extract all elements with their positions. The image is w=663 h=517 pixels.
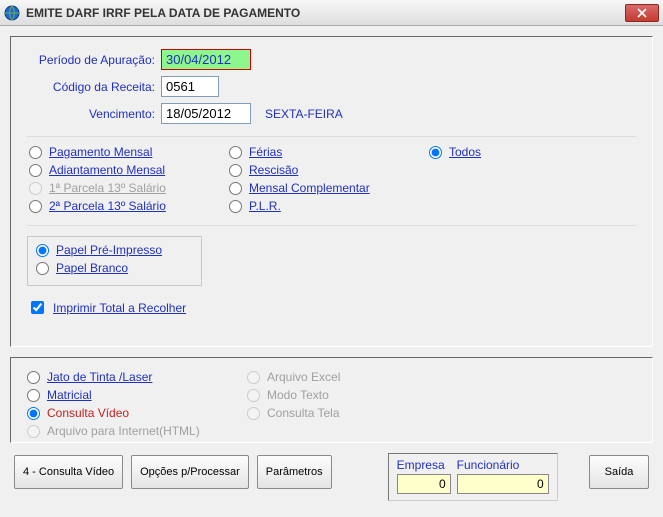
saida-button[interactable]: Saída	[589, 455, 649, 489]
parametros-button[interactable]: Parâmetros	[257, 455, 332, 489]
radio-segunda-parcela[interactable]: 2ª Parcela 13º Salário	[29, 199, 229, 213]
radio-jato[interactable]: Jato de Tinta /Laser	[27, 370, 247, 384]
empresa-label: Empresa	[397, 458, 451, 472]
periodo-label: Período de Apuração:	[27, 53, 161, 67]
funcionario-label: Funcionário	[457, 458, 520, 472]
empresa-input[interactable]	[397, 474, 451, 494]
button-row: 4 - Consulta Vídeo Opções p/Processar Pa…	[10, 453, 653, 501]
output-panel: Jato de Tinta /Laser Arquivo Excel Matri…	[10, 357, 653, 443]
radio-plr[interactable]: P.L.R.	[229, 199, 429, 213]
payment-type-group: Pagamento Mensal Férias Todos Adiantamen…	[27, 136, 636, 226]
codigo-input[interactable]	[161, 76, 219, 97]
radio-consulta-tela: Consulta Tela	[247, 406, 467, 420]
radio-matricial[interactable]: Matricial	[27, 388, 247, 402]
radio-rescisao[interactable]: Rescisão	[229, 163, 429, 177]
paper-group: Papel Pré-Impresso Papel Branco	[27, 236, 202, 286]
radio-todos[interactable]: Todos	[429, 145, 589, 159]
opcoes-button[interactable]: Opções p/Processar	[131, 455, 249, 489]
radio-adiantamento-mensal[interactable]: Adiantamento Mensal	[29, 163, 229, 177]
consulta-video-button[interactable]: 4 - Consulta Vídeo	[14, 455, 123, 489]
top-panel: Período de Apuração: Código da Receita: …	[10, 36, 653, 347]
radio-papel-branco[interactable]: Papel Branco	[36, 261, 193, 275]
vencimento-input[interactable]	[161, 103, 251, 124]
radio-consulta-video[interactable]: Consulta Vídeo	[27, 406, 247, 420]
checkbox-imprimir-total-label: Imprimir Total a Recolher	[53, 301, 186, 315]
radio-ferias[interactable]: Férias	[229, 145, 429, 159]
radio-mensal-complementar[interactable]: Mensal Complementar	[229, 181, 429, 195]
vencimento-day: SEXTA-FEIRA	[265, 107, 343, 121]
checkbox-imprimir-total[interactable]	[31, 301, 44, 314]
counters-group: Empresa Funcionário	[388, 453, 558, 501]
app-icon	[4, 5, 20, 21]
radio-papel-pre-impresso[interactable]: Papel Pré-Impresso	[36, 243, 193, 257]
codigo-label: Código da Receita:	[27, 80, 161, 94]
periodo-input[interactable]	[161, 49, 251, 70]
radio-arquivo-html: Arquivo para Internet(HTML)	[27, 424, 247, 438]
radio-pagamento-mensal[interactable]: Pagamento Mensal	[29, 145, 229, 159]
vencimento-label: Vencimento:	[27, 107, 161, 121]
radio-modo-texto: Modo Texto	[247, 388, 467, 402]
funcionario-input[interactable]	[457, 474, 549, 494]
window-body: Período de Apuração: Código da Receita: …	[0, 26, 663, 517]
window-title: EMITE DARF IRRF PELA DATA DE PAGAMENTO	[26, 6, 625, 20]
close-button[interactable]	[625, 4, 659, 22]
title-bar: EMITE DARF IRRF PELA DATA DE PAGAMENTO	[0, 0, 663, 26]
radio-arquivo-excel: Arquivo Excel	[247, 370, 467, 384]
radio-primeira-parcela: 1ª Parcela 13º Salário	[29, 181, 229, 195]
